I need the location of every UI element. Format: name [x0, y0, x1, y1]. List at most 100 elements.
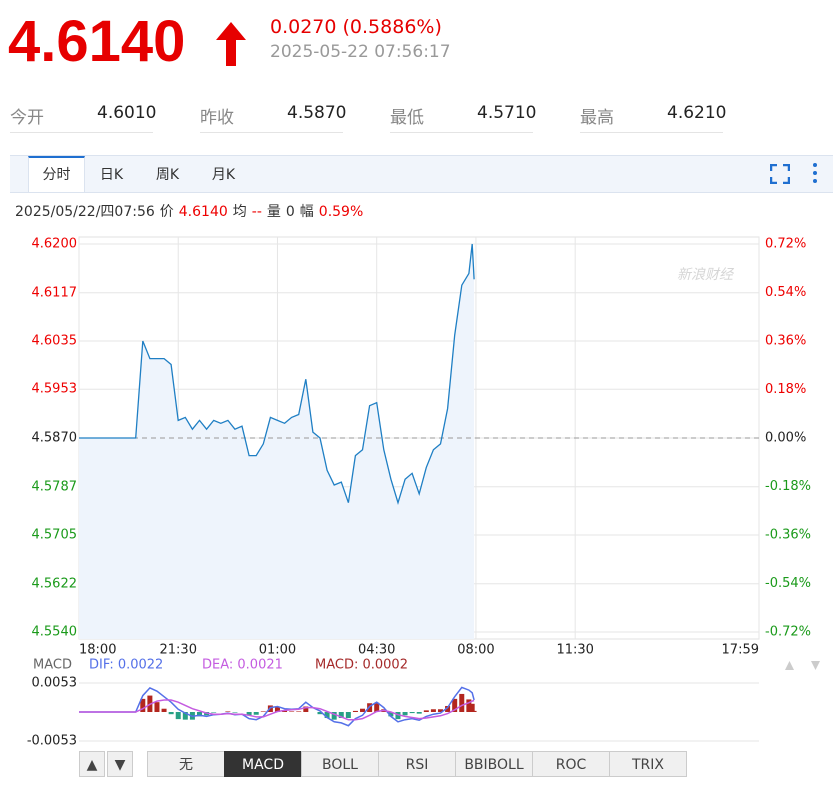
indicator-button[interactable]: BBIBOLL	[455, 751, 533, 777]
macd-bar	[430, 709, 436, 712]
stat-value: 4.5710	[477, 103, 537, 123]
indicator-button[interactable]: RSI	[378, 751, 456, 777]
macd-bar	[459, 693, 465, 712]
y2-tick-label: -0.72%	[765, 625, 811, 640]
macd-bar	[445, 705, 451, 712]
watermark: 新浪财经	[677, 267, 735, 283]
macd-bar	[225, 711, 231, 712]
macd-bar	[331, 712, 337, 720]
tab[interactable]: 日K	[99, 167, 124, 183]
indicator-button[interactable]: BOLL	[301, 751, 379, 777]
info-item: 幅	[299, 204, 314, 220]
macd-bar	[409, 712, 415, 714]
stat: 今开 4.6010	[10, 98, 156, 133]
x-tick-label: 08:00	[457, 643, 494, 658]
y2-tick-label: -0.54%	[765, 576, 811, 591]
x-tick-label: 17:59	[722, 643, 759, 658]
more-icon[interactable]	[810, 162, 820, 186]
macd-bar	[289, 711, 295, 712]
indicator-button[interactable]: TRIX	[609, 751, 687, 777]
tab-bar: 分时 日K 周K 月K	[10, 155, 833, 193]
stat: 最高 4.6210	[580, 98, 726, 133]
macd-bar	[296, 711, 302, 712]
macd-bar	[168, 712, 174, 715]
stat-label: 最低	[390, 108, 424, 128]
macd-bar	[317, 712, 323, 715]
y-tick-label: 4.5705	[32, 528, 78, 543]
y-tick-label: 4.6200	[32, 237, 78, 252]
y-tick-label: 4.5870	[32, 431, 78, 446]
y2-tick-label: -0.36%	[765, 528, 811, 543]
indicator-button[interactable]: 无	[147, 751, 225, 777]
macd-bar	[423, 710, 429, 712]
y2-tick-label: 0.72%	[765, 237, 806, 252]
info-item: 量	[266, 204, 281, 220]
stat-value: 4.5870	[287, 103, 347, 123]
info-item: 0.59%	[318, 204, 364, 220]
move-up-button[interactable]: ▲	[79, 751, 105, 777]
tab[interactable]: 周K	[155, 167, 180, 183]
macd-bar	[402, 712, 408, 716]
expand-icon[interactable]	[811, 661, 820, 670]
up-arrow	[216, 22, 246, 66]
quote-time: 2025-05-22 07:56:17	[270, 42, 451, 62]
indicator-title: MACD	[33, 658, 72, 673]
info-bar: 2025/05/22/四07:56 价 4.6140 均 -- 量 0 幅 0.59%	[15, 201, 368, 221]
tab[interactable]: 分时	[28, 156, 85, 192]
macd-bar	[352, 710, 358, 712]
macd-bar	[260, 711, 266, 712]
macd-bar	[469, 703, 475, 712]
macd-bar	[232, 712, 238, 713]
price-area	[79, 244, 475, 639]
y-tick-label: 4.5622	[32, 576, 78, 591]
fullscreen-icon[interactable]	[770, 164, 790, 184]
macd-bar	[438, 709, 444, 712]
stat-label: 昨收	[200, 108, 234, 128]
y2-tick-label: 0.36%	[765, 334, 806, 349]
macd-bar	[140, 698, 146, 712]
macd-bar	[374, 702, 380, 712]
macd-bar	[282, 710, 288, 712]
legend-item: DIF: 0.0022	[89, 658, 163, 673]
tab[interactable]: 月K	[211, 167, 236, 183]
info-item: 4.6140	[178, 204, 228, 220]
macd-bar	[211, 712, 217, 713]
macd-bar	[161, 708, 167, 712]
macd-bar	[466, 699, 472, 712]
macd-bar	[253, 712, 259, 715]
x-tick-label: 21:30	[160, 643, 197, 658]
macd-bar	[388, 712, 394, 717]
stat-label: 今开	[10, 108, 44, 128]
indicator-button[interactable]: MACD	[224, 751, 302, 777]
y2-tick-label: 0.18%	[765, 382, 806, 397]
macd-bar	[246, 712, 252, 716]
price-line	[79, 243, 475, 505]
y-tick-label: 0.0053	[32, 676, 78, 691]
macd-bar	[324, 712, 330, 719]
indicator-button[interactable]: ROC	[532, 751, 610, 777]
info-item: 价	[159, 204, 174, 220]
legend-item: DEA: 0.0021	[202, 658, 283, 673]
y-tick-label: 4.6035	[32, 334, 78, 349]
x-tick-label: 04:30	[358, 643, 395, 658]
price: 4.6140	[8, 9, 186, 74]
y-tick-label: 4.5540	[32, 625, 78, 640]
x-tick-label: 18:00	[79, 643, 116, 658]
macd-bar	[471, 710, 477, 712]
macd-bar	[154, 702, 160, 712]
macd-bar	[175, 712, 181, 720]
macd-bar	[360, 708, 366, 712]
y-tick-label: 4.5953	[32, 382, 78, 397]
macd-bar	[452, 698, 458, 712]
y-tick-label: -0.0053	[27, 734, 77, 749]
y2-tick-label: -0.18%	[765, 479, 811, 494]
info-item: 2025/05/22/四07:56	[15, 204, 155, 220]
move-down-button[interactable]: ▼	[107, 751, 133, 777]
stat: 昨收 4.5870	[200, 98, 347, 133]
collapse-icon[interactable]	[785, 661, 794, 670]
macd-line	[79, 686, 475, 727]
info-item: --	[251, 204, 262, 220]
y-tick-label: 4.6117	[32, 285, 78, 300]
